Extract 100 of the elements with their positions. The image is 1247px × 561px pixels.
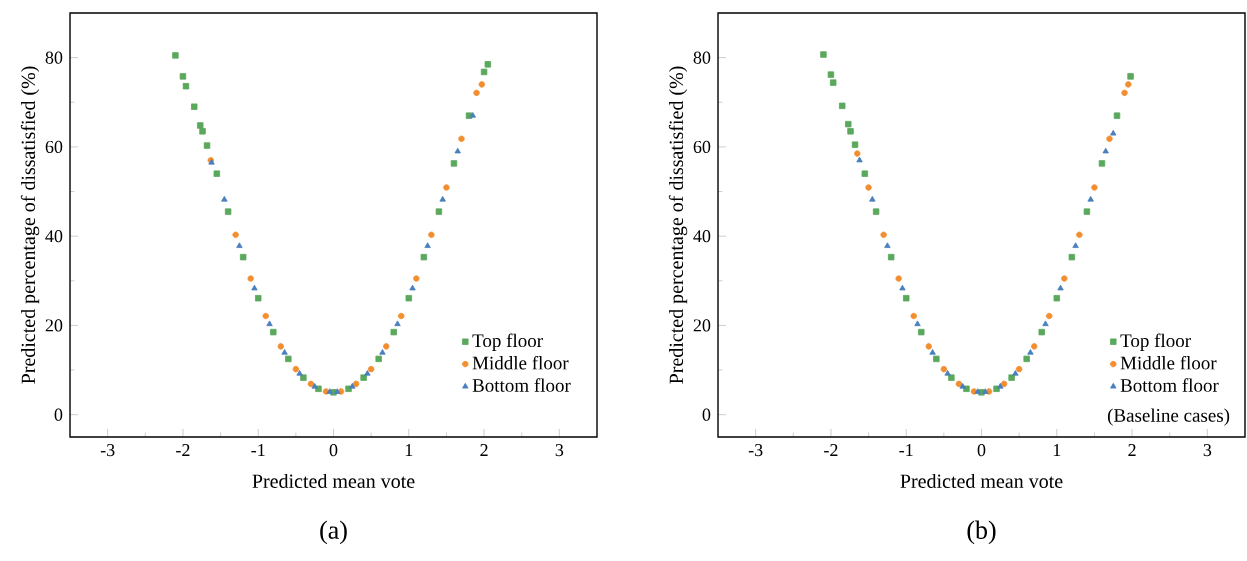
point (851, 141, 859, 148)
point (236, 242, 243, 248)
point (1042, 320, 1049, 327)
point (1127, 73, 1134, 80)
text: (b) (967, 520, 996, 545)
point (326, 388, 333, 394)
point (409, 284, 416, 291)
point (307, 380, 315, 388)
point (839, 102, 846, 110)
x-tick-label: -1 (899, 444, 913, 456)
point (1068, 253, 1076, 261)
point (929, 349, 936, 355)
point (948, 374, 955, 381)
point (997, 382, 1004, 389)
point (1015, 365, 1023, 373)
point (1098, 160, 1106, 167)
point (940, 365, 948, 373)
y-tick-label: 40 (693, 230, 711, 243)
point (982, 388, 989, 394)
point (420, 253, 428, 261)
point (221, 195, 228, 202)
point (239, 253, 247, 261)
point (191, 103, 198, 110)
point (1038, 328, 1045, 336)
point (435, 208, 443, 215)
point (394, 320, 401, 327)
point (197, 122, 204, 129)
point (349, 382, 356, 389)
point (820, 51, 827, 58)
point (311, 382, 318, 389)
y-tick-label: 0 (54, 408, 63, 421)
legend-label: Top floor (472, 333, 543, 351)
point (1057, 284, 1064, 291)
point (360, 374, 367, 381)
point (379, 349, 386, 355)
legend-label: Middle floor (1120, 355, 1217, 370)
point (199, 128, 206, 135)
point (933, 355, 940, 363)
point (367, 365, 375, 373)
point (1072, 242, 1079, 248)
point (1113, 112, 1121, 119)
point (375, 355, 382, 363)
point (458, 135, 465, 143)
point (469, 112, 476, 118)
point (439, 195, 446, 202)
x-tick-label: -1 (251, 444, 265, 456)
legend-label: Bottom floor (472, 378, 571, 392)
point (334, 388, 341, 394)
point (266, 320, 273, 327)
point (270, 328, 277, 336)
y-tick-label: 60 (693, 140, 711, 153)
point (856, 156, 863, 163)
y-tick-label: 20 (693, 319, 711, 332)
point (974, 388, 981, 394)
point (1102, 147, 1109, 154)
point (1076, 231, 1083, 239)
point (1061, 275, 1068, 282)
point (300, 374, 307, 381)
point (182, 83, 190, 90)
point (1083, 208, 1091, 215)
point (847, 128, 854, 135)
point (880, 231, 887, 239)
text: (a) (320, 520, 347, 545)
point (1000, 380, 1008, 388)
y-tick-label: 60 (45, 140, 63, 153)
point (944, 370, 951, 376)
point (903, 294, 910, 302)
point (203, 142, 211, 149)
y-axis-title: Predicted percentage of dissatisfied (%) (668, 66, 688, 384)
point (383, 343, 390, 350)
point (925, 343, 932, 350)
point (281, 349, 288, 355)
point (390, 328, 397, 336)
point (172, 52, 179, 59)
legend-label: Bottom floor (1120, 378, 1219, 392)
point (1106, 135, 1113, 143)
x-tick-label: 1 (405, 444, 413, 456)
point (1125, 81, 1132, 88)
point (413, 275, 420, 282)
point (1023, 355, 1030, 363)
point (1087, 195, 1094, 202)
point (869, 195, 876, 202)
legend-label: Top floor (1120, 333, 1191, 351)
point (1110, 129, 1117, 136)
point (1091, 184, 1098, 191)
x-tick-label: 2 (480, 444, 488, 456)
point (861, 170, 869, 177)
point (428, 231, 435, 239)
point (450, 160, 458, 167)
point (292, 365, 300, 373)
point (484, 61, 492, 68)
x-tick-label: 2 (1128, 444, 1136, 456)
point (179, 73, 187, 80)
point (865, 184, 872, 191)
point (1027, 349, 1034, 355)
point (895, 275, 902, 282)
y-tick-label: 40 (45, 230, 63, 243)
point (1012, 370, 1019, 376)
point (247, 275, 254, 282)
point (398, 312, 405, 320)
